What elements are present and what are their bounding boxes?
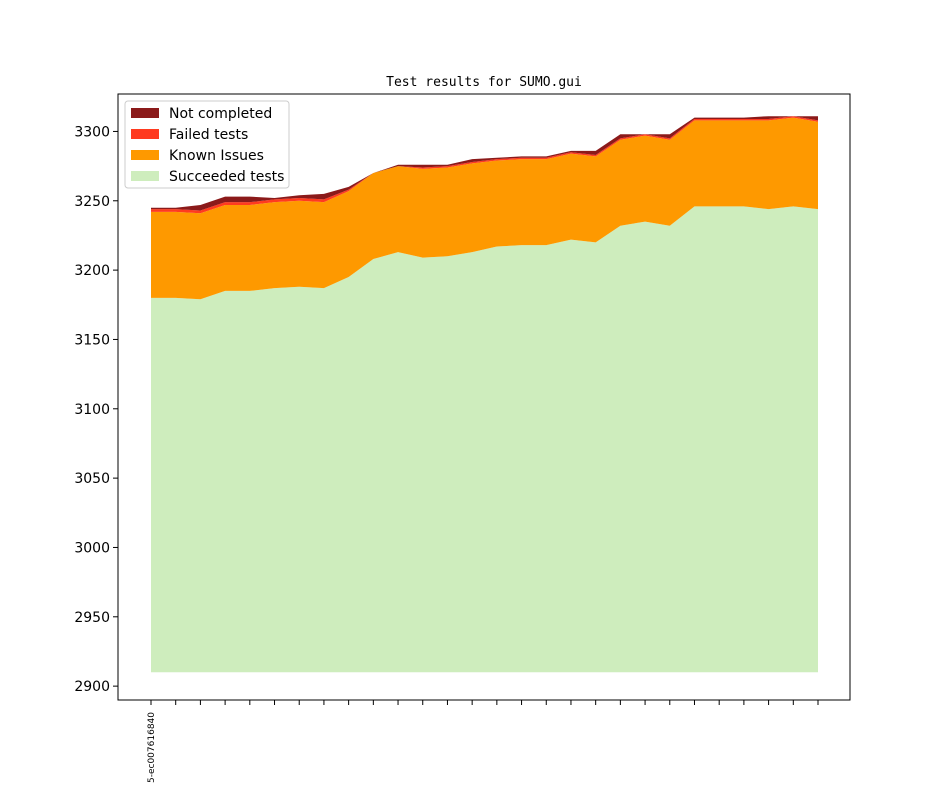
y-tick-label-2900: 2900 [74, 679, 110, 695]
y-tick-label-3200: 3200 [74, 263, 110, 279]
plot-frame [117, 93, 851, 701]
x-axis: 5-ec007616840 [147, 700, 819, 783]
area-not-completed [151, 116, 818, 211]
legend-box [124, 100, 290, 189]
y-axis: 2900 2950 3000 3050 3100 3150 3200 3250 3300 [74, 124, 118, 695]
legend-label-succeeded-tests: Succeeded tests [169, 169, 284, 185]
chart-title: Test results for SUMO.gui [386, 75, 582, 90]
area-succeeded-tests [151, 206, 818, 673]
y-tick-label-3100: 3100 [74, 402, 110, 418]
legend-label-known-issues: Known Issues [169, 148, 264, 164]
legend: Not completed Failed tests Known Issues Suc… [124, 100, 290, 189]
area-series-group [151, 116, 818, 673]
legend-swatch-failed-tests [131, 129, 159, 139]
y-tick-label-3050: 3050 [74, 471, 110, 487]
area-known-issues [151, 117, 818, 300]
x-tick-label-0: 5-ec007616840 [147, 712, 157, 783]
legend-label-not-completed: Not completed [169, 106, 272, 122]
legend-label-failed-tests: Failed tests [169, 127, 248, 143]
y-tick-label-3000: 3000 [74, 540, 110, 556]
legend-swatch-succeeded-tests [131, 171, 159, 181]
legend-swatch-known-issues [131, 150, 159, 160]
y-tick-label-3300: 3300 [74, 124, 110, 140]
y-tick-label-3150: 3150 [74, 332, 110, 348]
legend-swatch-not-completed [131, 108, 159, 118]
y-tick-label-3250: 3250 [74, 194, 110, 210]
y-tick-label-2950: 2950 [74, 610, 110, 626]
